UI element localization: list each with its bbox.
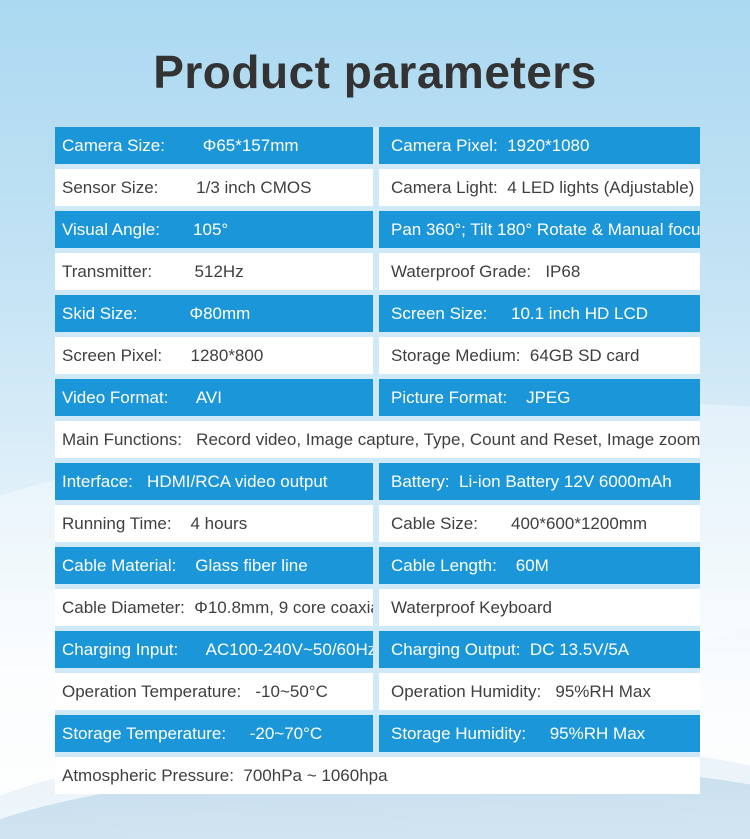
spec-storage-temperature: Storage Temperature: -20~70°C [55, 715, 373, 752]
spec-camera-pixel: Camera Pixel: 1920*1080 [379, 127, 700, 164]
spec-pan-tilt: Pan 360°; Tilt 180° Rotate & Manual focu… [379, 211, 700, 248]
spec-charging-output: Charging Output: DC 13.5V/5A [379, 631, 700, 668]
spec-skid-size: Skid Size: Φ80mm [55, 295, 373, 332]
spec-sensor-size: Sensor Size: 1/3 inch CMOS [55, 169, 373, 206]
spec-waterproof-keyboard: Waterproof Keyboard [379, 589, 700, 626]
spec-operation-temperature: Operation Temperature: -10~50°C [55, 673, 373, 710]
spec-storage-medium: Storage Medium: 64GB SD card [379, 337, 700, 374]
spec-operation-humidity: Operation Humidity: 95%RH Max [379, 673, 700, 710]
spec-screen-pixel: Screen Pixel: 1280*800 [55, 337, 373, 374]
spec-camera-size: Camera Size: Φ65*157mm [55, 127, 373, 164]
spec-running-time: Running Time: 4 hours [55, 505, 373, 542]
spec-atmospheric-pressure: Atmospheric Pressure: 700hPa ~ 1060hpa [55, 757, 700, 794]
spec-cable-size: Cable Size: 400*600*1200mm [379, 505, 700, 542]
page-title: Product parameters [153, 46, 597, 98]
spec-cable-length: Cable Length: 60M [379, 547, 700, 584]
spec-video-format: Video Format: AVI [55, 379, 373, 416]
spec-table: Camera Size: Φ65*157mm Camera Pixel: 192… [55, 127, 700, 794]
spec-screen-size: Screen Size: 10.1 inch HD LCD [379, 295, 700, 332]
spec-main-functions: Main Functions: Record video, Image capt… [55, 421, 700, 458]
spec-storage-humidity: Storage Humidity: 95%RH Max [379, 715, 700, 752]
spec-camera-light: Camera Light: 4 LED lights (Adjustable) [379, 169, 700, 206]
spec-interface: Interface: HDMI/RCA video output [55, 463, 373, 500]
spec-cable-material: Cable Material: Glass fiber line [55, 547, 373, 584]
spec-charging-input: Charging Input: AC100-240V~50/60Hz [55, 631, 373, 668]
spec-battery: Battery: Li-ion Battery 12V 6000mAh [379, 463, 700, 500]
spec-picture-format: Picture Format: JPEG [379, 379, 700, 416]
spec-cable-diameter: Cable Diameter: Φ10.8mm, 9 core coaxial [55, 589, 373, 626]
spec-transmitter: Transmitter: 512Hz [55, 253, 373, 290]
spec-visual-angle: Visual Angle: 105° [55, 211, 373, 248]
spec-waterproof-grade: Waterproof Grade: IP68 [379, 253, 700, 290]
